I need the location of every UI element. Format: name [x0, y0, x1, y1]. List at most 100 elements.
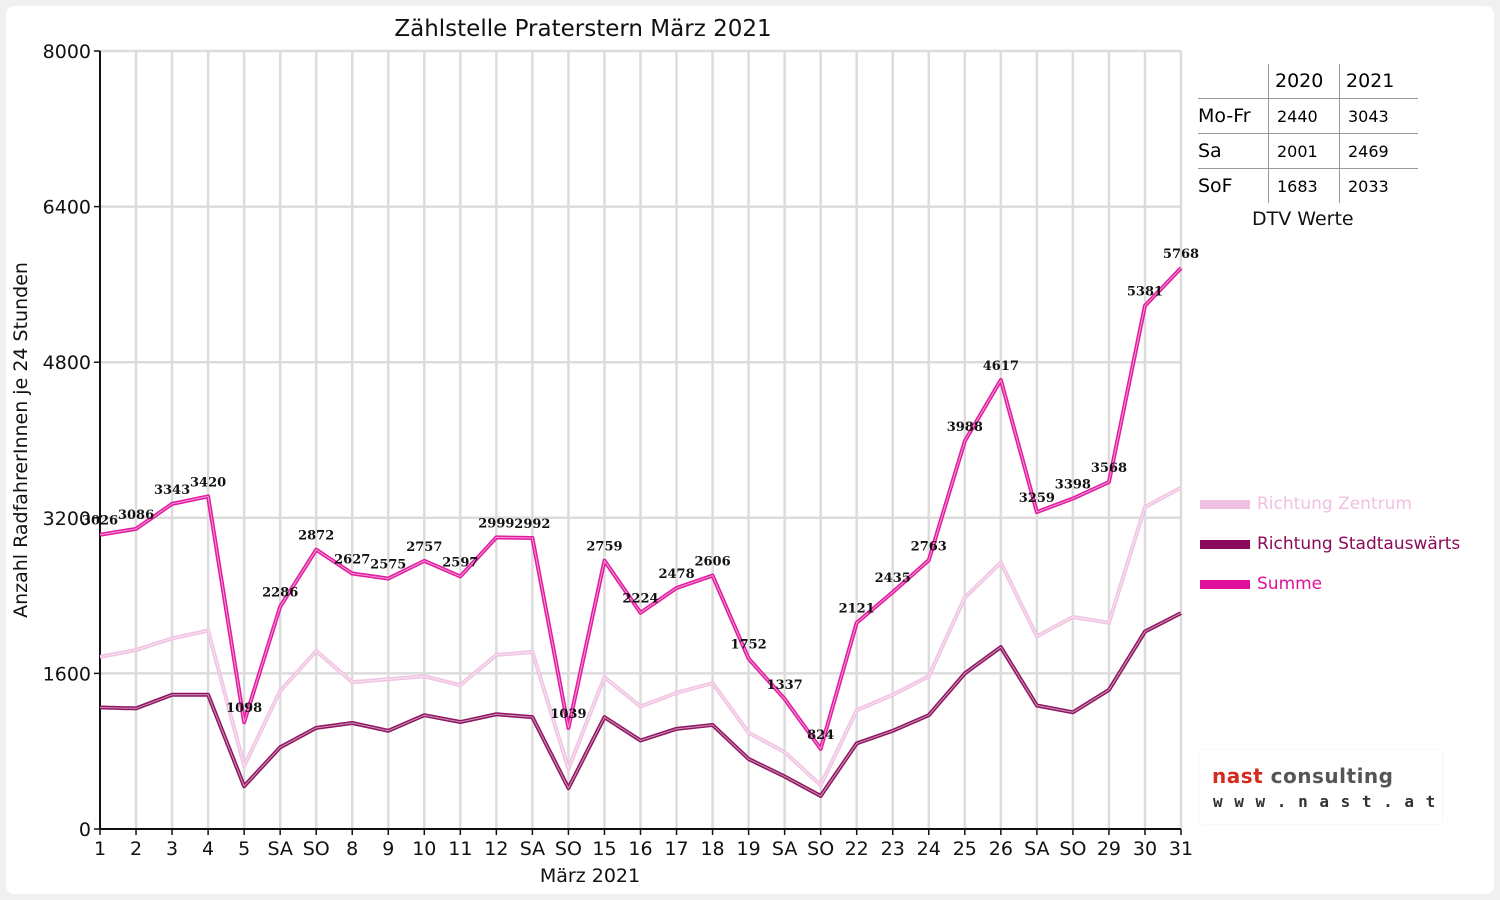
- data-label: 2763: [911, 539, 947, 554]
- data-label: 2759: [586, 540, 622, 555]
- data-label: 2478: [658, 567, 694, 582]
- x-tick-label: 5: [238, 838, 250, 860]
- dtv-caption: DTV Werte: [1252, 208, 1354, 230]
- grid: [100, 49, 1183, 829]
- x-tick-label: 10: [412, 838, 436, 860]
- dtv-value-2020: 2001: [1268, 133, 1340, 169]
- dtv-table: 2020 2021 Mo-Fr 2440 3043 Sa 2001 2469 S…: [1198, 64, 1418, 203]
- y-tick-label: 3200: [43, 508, 91, 530]
- y-axis-title: Anzahl RadfahrerInnen je 24 Stunden: [10, 262, 32, 618]
- x-tick-label: 24: [917, 838, 941, 860]
- data-label: 3398: [1055, 478, 1091, 493]
- data-label: 2121: [839, 602, 875, 617]
- x-tick-label: 19: [737, 838, 761, 860]
- dtv-value-2021: 3043: [1339, 98, 1418, 134]
- logo-brand: nast consulting: [1212, 764, 1393, 788]
- dtv-value-2021: 2469: [1339, 133, 1418, 169]
- x-tick-label: 4: [202, 838, 214, 860]
- series-lines: [99, 266, 1183, 798]
- x-tick-label: 17: [664, 838, 688, 860]
- x-tick-label: SA: [267, 838, 292, 860]
- data-label: 2992: [514, 517, 550, 532]
- series-highlight: [99, 487, 1182, 786]
- data-label: 3086: [118, 508, 154, 523]
- logo-url: w w w . n a s t . a t: [1213, 792, 1437, 811]
- data-label: 2575: [370, 558, 406, 573]
- x-tick-label: 2: [130, 838, 142, 860]
- dtv-row-label: Mo-Fr: [1198, 98, 1269, 134]
- x-tick-label: 22: [845, 838, 869, 860]
- data-label: 5768: [1163, 247, 1199, 262]
- dtv-header-2021: 2021: [1339, 64, 1418, 99]
- chart-title: Zählstelle Praterstern März 2021: [394, 16, 771, 42]
- x-tick-label: SA: [1024, 838, 1049, 860]
- data-label: 2627: [334, 553, 370, 568]
- legend-swatch: [1200, 499, 1250, 509]
- x-tick-label: 8: [346, 838, 358, 860]
- legend-label: Richtung Zentrum: [1257, 494, 1412, 514]
- x-axis-title: März 2021: [540, 865, 640, 887]
- y-tick-label: 4800: [43, 352, 91, 374]
- data-label: 5381: [1127, 285, 1163, 300]
- x-tick-label: 12: [484, 838, 508, 860]
- logo: nast consulting w w w . n a s t . a t: [1200, 750, 1442, 824]
- logo-brand-part2: consulting: [1270, 764, 1394, 788]
- series-highlight: [99, 612, 1182, 797]
- x-tick-label: 23: [881, 838, 905, 860]
- dtv-row: SoF 1683 2033: [1198, 168, 1418, 203]
- legend-item-summe: Summe: [1200, 573, 1322, 595]
- dtv-value-2020: 2440: [1268, 98, 1340, 134]
- x-tick-label: SO: [807, 838, 834, 860]
- data-label: 824: [807, 728, 834, 743]
- logo-brand-part1: nast: [1212, 764, 1264, 788]
- x-tick-label: 15: [592, 838, 616, 860]
- dtv-header-2020: 2020: [1268, 64, 1340, 99]
- data-label: 3259: [1019, 491, 1055, 506]
- x-tick-label: 11: [448, 838, 472, 860]
- data-label: 2872: [298, 529, 334, 544]
- x-tick-label: 3: [166, 838, 178, 860]
- data-label: 3420: [190, 475, 226, 490]
- x-tick-label: 30: [1133, 838, 1157, 860]
- y-tick-label: 8000: [43, 41, 91, 63]
- y-tick-label: 6400: [43, 197, 91, 219]
- data-label: 3343: [154, 483, 190, 498]
- data-label: 1337: [767, 678, 803, 693]
- x-tick-label: 16: [628, 838, 652, 860]
- dtv-row-label: Sa: [1198, 133, 1269, 169]
- x-tick-label: 1: [94, 838, 106, 860]
- legend-item-stadtauswaerts: Richtung Stadtauswärts: [1200, 533, 1460, 555]
- legend-label: Summe: [1257, 574, 1323, 594]
- dtv-value-2021: 2033: [1339, 168, 1418, 203]
- y-tick-label: 0: [79, 819, 91, 841]
- dtv-row: Sa 2001 2469: [1198, 133, 1418, 169]
- x-tick-label: SA: [772, 838, 797, 860]
- data-label: 2597: [442, 555, 478, 570]
- x-tick-label: 26: [989, 838, 1013, 860]
- y-tick-label: 1600: [43, 663, 91, 685]
- dtv-row-label: SoF: [1198, 168, 1269, 203]
- data-label: 2435: [875, 571, 911, 586]
- data-label: 1752: [731, 638, 767, 653]
- legend-item-zentrum: Richtung Zentrum: [1200, 493, 1412, 515]
- series-highlight: [99, 267, 1182, 750]
- data-label: 3568: [1091, 461, 1127, 476]
- data-label: 3988: [947, 420, 983, 435]
- data-label: 3026: [82, 514, 118, 529]
- legend-swatch: [1200, 579, 1250, 589]
- x-tick-label: 18: [700, 838, 724, 860]
- x-tick-label: 31: [1169, 838, 1193, 860]
- data-label: 2999: [478, 516, 514, 531]
- x-tick-label: SO: [303, 838, 330, 860]
- x-tick-label: 25: [953, 838, 977, 860]
- x-tick-label: SA: [520, 838, 545, 860]
- data-label: 2757: [406, 540, 442, 555]
- data-label: 2286: [262, 586, 298, 601]
- data-label: 1039: [550, 707, 586, 722]
- dtv-row: Mo-Fr 2440 3043: [1198, 98, 1418, 134]
- dtv-header-row: 2020 2021: [1198, 64, 1418, 99]
- data-label: 4617: [983, 359, 1019, 374]
- legend-label: Richtung Stadtauswärts: [1257, 534, 1461, 554]
